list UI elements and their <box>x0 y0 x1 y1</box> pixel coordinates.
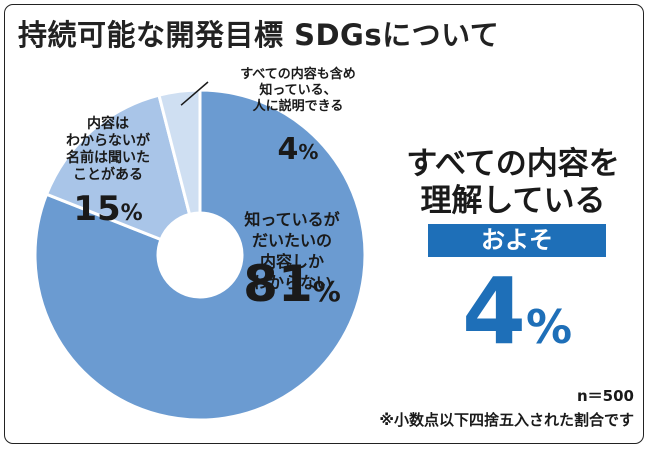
slice-label-line: だいたいの <box>252 231 332 250</box>
rounding-footnote: ※小数点以下四捨五入された割合です <box>379 411 634 429</box>
leader-line <box>180 81 209 106</box>
callout-percent-value: 4 <box>461 258 526 365</box>
slice-label-line: 名前は聞いた <box>66 149 150 166</box>
slice-label-line: 内容は <box>87 115 129 132</box>
donut-slice-1 <box>33 88 367 422</box>
slice-label-line: わからないが <box>66 132 151 149</box>
donut-slice-3 <box>157 88 202 217</box>
chart-title: 持続可能な開発目標 SDGsについて <box>18 18 500 52</box>
approx-badge: およそ <box>428 224 606 257</box>
callout-percent: 4% <box>428 262 606 362</box>
callout-label-line-2: 理解している <box>420 183 606 219</box>
donut-slice-2 <box>44 93 192 242</box>
sample-size-note: n＝500 <box>577 387 634 405</box>
slice-label-line: 内容しか <box>260 252 324 271</box>
slice-value-1: 81% <box>243 255 341 313</box>
callout-label-line-1: すべての内容を <box>406 146 620 182</box>
slice-label-line: わからない <box>252 273 332 292</box>
callout-label: すべての内容を 理解している <box>388 146 638 220</box>
slice-label-line: すべての内容も含め <box>240 66 356 82</box>
slice-label-line: ことがある <box>73 166 143 183</box>
slice-value-3: 4% <box>278 132 319 167</box>
slice-label-line: 人に説明できる <box>253 98 344 114</box>
callout-percent-unit: % <box>525 300 573 354</box>
slice-value-2: 15% <box>73 189 142 229</box>
slice-label-line: 知っているが <box>244 210 339 229</box>
slice-label-line: 知っている、 <box>259 82 336 98</box>
